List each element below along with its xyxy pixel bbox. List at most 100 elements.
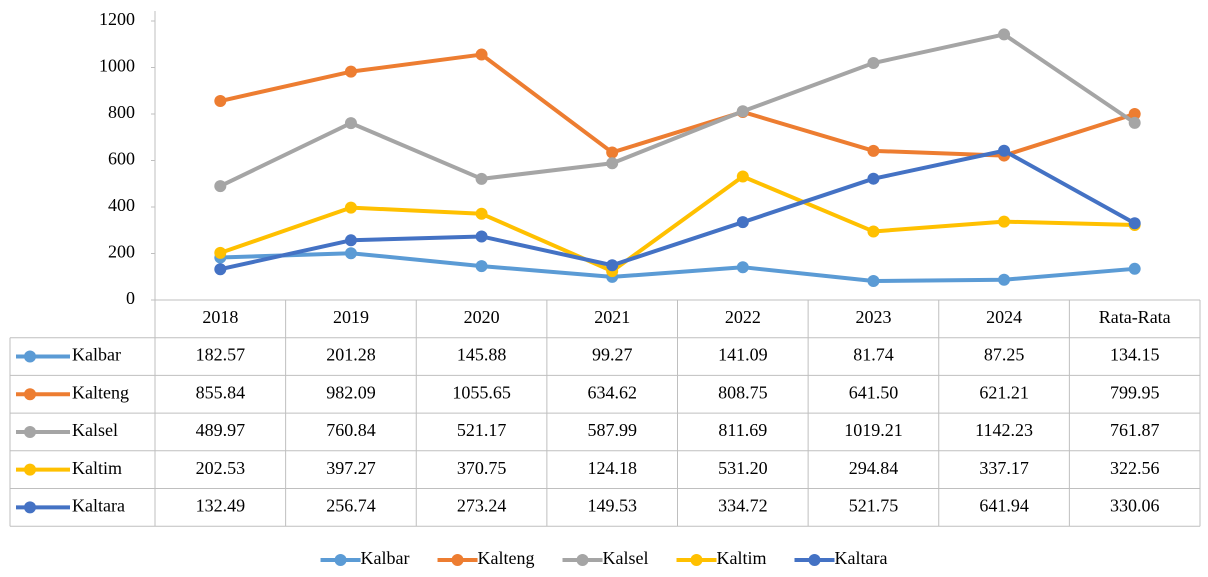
table-cell: 761.87 bbox=[1110, 420, 1160, 440]
y-tick-label: 400 bbox=[108, 195, 135, 215]
marker bbox=[998, 273, 1011, 286]
marker bbox=[344, 117, 357, 130]
table-cell: 621.21 bbox=[979, 382, 1029, 402]
legend-label: Kaltara bbox=[834, 548, 887, 568]
series-line bbox=[219, 174, 1135, 274]
marker bbox=[214, 263, 227, 276]
legend-label: Kalsel bbox=[603, 548, 649, 568]
legend-item: Kaltara bbox=[794, 548, 887, 568]
y-tick-label: 800 bbox=[108, 102, 135, 122]
table-cell: 799.95 bbox=[1110, 382, 1160, 402]
table-cell: 81.74 bbox=[853, 345, 894, 365]
marker bbox=[475, 207, 488, 220]
marker bbox=[736, 105, 749, 118]
table-cell: 256.74 bbox=[326, 495, 376, 515]
table-cell: 587.99 bbox=[587, 420, 637, 440]
marker bbox=[344, 65, 357, 78]
series-line bbox=[219, 148, 1136, 272]
x-tick-label: 2024 bbox=[986, 307, 1022, 327]
table-row-label: Kalteng bbox=[72, 382, 129, 402]
marker bbox=[214, 95, 227, 108]
marker bbox=[867, 274, 880, 287]
table-cell: 149.53 bbox=[587, 495, 637, 515]
table-row-label: Kaltim bbox=[72, 458, 122, 478]
table-cell: 87.25 bbox=[984, 345, 1025, 365]
table-cell: 982.09 bbox=[326, 382, 376, 402]
x-tick-label: 2020 bbox=[464, 307, 500, 327]
table-cell: 370.75 bbox=[457, 458, 507, 478]
marker bbox=[867, 57, 880, 70]
table-cell: 641.50 bbox=[849, 382, 899, 402]
x-tick-label: Rata-Rata bbox=[1099, 307, 1171, 327]
marker bbox=[998, 144, 1011, 157]
series-line bbox=[219, 52, 1136, 158]
series-line bbox=[220, 251, 1135, 283]
table-row-label: Kaltara bbox=[72, 495, 125, 515]
table-legend-key bbox=[24, 388, 36, 401]
legend-key bbox=[576, 554, 589, 566]
y-tick-label: 1200 bbox=[99, 9, 135, 29]
table-cell: 760.84 bbox=[326, 420, 376, 440]
table-legend-key bbox=[24, 463, 36, 476]
table-cell: 531.20 bbox=[718, 458, 768, 478]
marker bbox=[867, 144, 880, 157]
table-cell: 811.69 bbox=[718, 420, 767, 440]
table-legend-key bbox=[24, 350, 36, 363]
marker bbox=[214, 246, 227, 259]
marker bbox=[344, 201, 357, 214]
table-cell: 641.94 bbox=[979, 495, 1029, 515]
marker bbox=[475, 260, 488, 273]
marker bbox=[736, 261, 749, 274]
table-cell: 322.56 bbox=[1110, 458, 1160, 478]
legend-label: Kalteng bbox=[478, 548, 535, 568]
table-cell: 521.17 bbox=[457, 420, 507, 440]
series-line bbox=[219, 32, 1136, 188]
marker bbox=[1128, 262, 1141, 275]
table-cell: 273.24 bbox=[457, 495, 507, 515]
marker bbox=[998, 215, 1011, 228]
table-cell: 132.49 bbox=[196, 495, 246, 515]
table-cell: 134.15 bbox=[1110, 345, 1160, 365]
marker bbox=[475, 230, 488, 243]
table-cell: 182.57 bbox=[196, 345, 246, 365]
table-cell: 124.18 bbox=[587, 458, 637, 478]
x-tick-label: 2022 bbox=[725, 307, 761, 327]
table-cell: 141.09 bbox=[718, 345, 768, 365]
marker bbox=[475, 48, 488, 61]
marker bbox=[736, 170, 749, 183]
table-legend-key bbox=[24, 501, 36, 514]
table-cell: 202.53 bbox=[196, 458, 246, 478]
table-cell: 330.06 bbox=[1110, 495, 1160, 515]
marker bbox=[606, 259, 619, 272]
table-cell: 489.97 bbox=[196, 420, 246, 440]
legend-item: Kalsel bbox=[562, 548, 649, 568]
y-tick-label: 0 bbox=[126, 288, 135, 308]
legend-label: Kalbar bbox=[361, 548, 410, 568]
legend-key bbox=[690, 554, 703, 566]
legend-label: Kaltim bbox=[716, 548, 766, 568]
x-tick-label: 2021 bbox=[594, 307, 630, 327]
legend-key bbox=[808, 554, 821, 566]
marker bbox=[344, 247, 357, 260]
table-cell: 855.84 bbox=[196, 382, 246, 402]
marker bbox=[475, 172, 488, 185]
legend-key bbox=[451, 554, 464, 566]
table-cell: 145.88 bbox=[457, 345, 507, 365]
table-row-label: Kalbar bbox=[72, 345, 121, 365]
x-tick-label: 2018 bbox=[202, 307, 238, 327]
table-cell: 634.62 bbox=[587, 382, 637, 402]
marker bbox=[214, 180, 227, 193]
legend-item: Kaltim bbox=[676, 548, 766, 568]
marker bbox=[344, 234, 357, 247]
marker bbox=[867, 225, 880, 238]
marker bbox=[736, 216, 749, 229]
table-row-label: Kalsel bbox=[72, 420, 118, 440]
table-legend-key bbox=[24, 425, 36, 438]
table-cell: 1142.23 bbox=[975, 420, 1033, 440]
marker bbox=[998, 28, 1011, 41]
marker bbox=[867, 172, 880, 185]
marker bbox=[1128, 108, 1141, 121]
table-cell: 1055.65 bbox=[452, 382, 511, 402]
table-cell: 397.27 bbox=[326, 458, 376, 478]
